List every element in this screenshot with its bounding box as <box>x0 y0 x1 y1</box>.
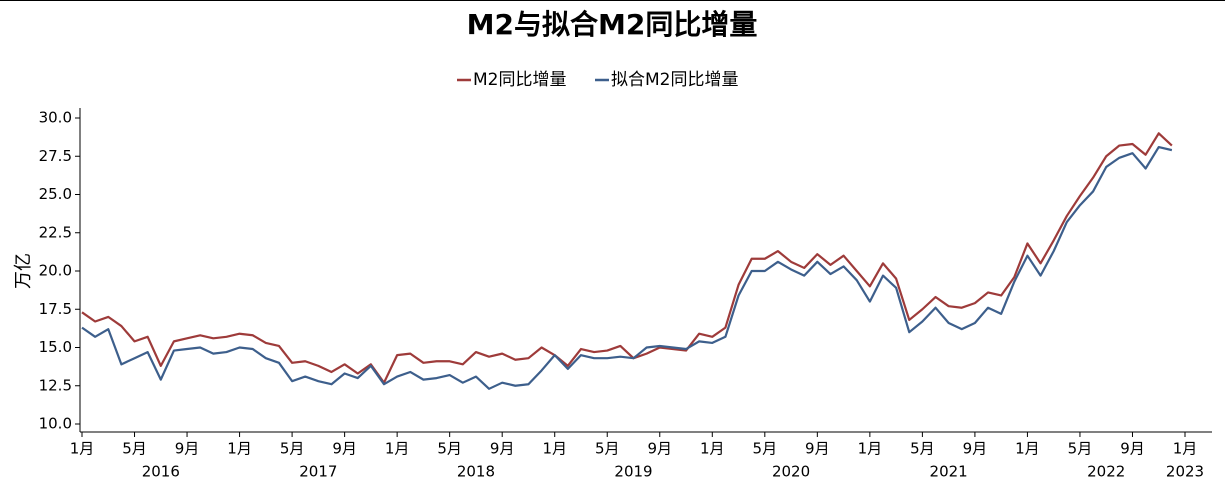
year-label: 2021 <box>930 463 968 481</box>
x-tick-label: 1月 <box>858 440 883 458</box>
y-tick-label: 27.5 <box>39 147 72 165</box>
year-label: 2016 <box>142 463 180 481</box>
year-label: 2019 <box>614 463 652 481</box>
y-tick-label: 30.0 <box>39 109 72 127</box>
legend-label: 拟合M2同比增量 <box>611 70 738 90</box>
x-tick-label: 1月 <box>542 440 567 458</box>
x-tick-label: 1月 <box>70 440 95 458</box>
x-tick-label: 1月 <box>700 440 725 458</box>
y-tick-label: 17.5 <box>39 300 72 318</box>
x-tick-label: 9月 <box>1120 440 1145 458</box>
x-tick-label: 5月 <box>910 440 935 458</box>
series-line <box>81 145 1173 390</box>
x-tick-label: 1月 <box>385 440 410 458</box>
year-label: 2018 <box>457 463 495 481</box>
x-tick-label: 1月 <box>1015 440 1040 458</box>
legend-label: M2同比增量 <box>473 70 566 90</box>
x-tick-label: 5月 <box>280 440 305 458</box>
year-label: 2020 <box>772 463 810 481</box>
x-tick-label: 9月 <box>647 440 672 458</box>
series-line <box>81 132 1173 384</box>
x-tick-label: 9月 <box>963 440 988 458</box>
x-tick-label: 5月 <box>437 440 462 458</box>
y-tick-label: 25.0 <box>39 185 72 203</box>
x-tick-label: 9月 <box>490 440 515 458</box>
chart-title: M2与拟合M2同比增量 <box>467 8 758 41</box>
y-axis-label: 万亿 <box>13 253 34 289</box>
x-tick-label: 9月 <box>805 440 830 458</box>
year-label: 2022 <box>1087 463 1125 481</box>
year-label: 2023 <box>1166 463 1204 481</box>
x-tick-label: 9月 <box>175 440 200 458</box>
x-tick-label: 5月 <box>595 440 620 458</box>
y-tick-label: 20.0 <box>39 262 72 280</box>
y-tick-label: 10.0 <box>39 415 72 433</box>
x-tick-label: 1月 <box>227 440 252 458</box>
y-tick-label: 22.5 <box>39 223 72 241</box>
x-tick-label: 5月 <box>753 440 778 458</box>
x-tick-label: 1月 <box>1173 440 1198 458</box>
y-tick-label: 12.5 <box>39 376 72 394</box>
year-label: 2017 <box>299 463 337 481</box>
y-tick-label: 15.0 <box>39 338 72 356</box>
x-tick-label: 5月 <box>122 440 147 458</box>
x-tick-label: 5月 <box>1068 440 1093 458</box>
x-tick-label: 9月 <box>332 440 357 458</box>
